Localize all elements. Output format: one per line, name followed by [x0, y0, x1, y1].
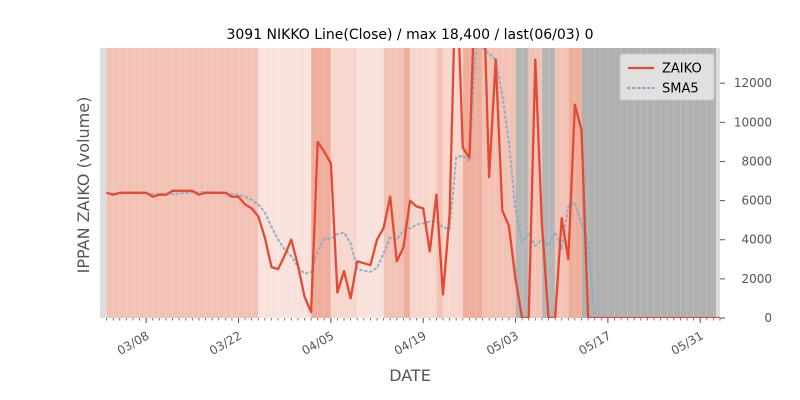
legend-label-zaiko: ZAIKO: [662, 62, 702, 77]
band-9: [436, 48, 443, 318]
band-15: [541, 48, 556, 318]
band-13: [515, 48, 529, 318]
band-8: [410, 48, 437, 318]
band-3: [311, 48, 331, 318]
y-axis: 0 2000 4000 6000 8000 10000 12000: [720, 76, 772, 325]
band-5: [357, 48, 384, 318]
y-tick-label: 0: [764, 311, 772, 325]
band-16: [555, 48, 569, 318]
y-tick-label: 8000: [741, 154, 772, 168]
y-axis-label: IPPAN ZAIKO (volume): [74, 97, 93, 274]
x-axis-label: DATE: [389, 366, 431, 385]
background-bands: [99, 48, 721, 318]
x-tick-label: 05/03: [484, 328, 521, 357]
x-tick-label: 03/08: [115, 328, 152, 357]
band-1: [106, 48, 259, 318]
y-tick-label: 2000: [741, 272, 772, 286]
chart-title: 3091 NIKKO Line(Close) / max 18,400 / la…: [226, 27, 593, 43]
x-tick-label: 04/05: [299, 328, 336, 357]
x-tick-label: 05/31: [669, 328, 706, 357]
band-11: [462, 48, 483, 318]
y-tick-label: 10000: [734, 115, 772, 129]
legend: ZAIKO SMA5: [619, 53, 715, 101]
legend-label-sma5: SMA5: [662, 82, 699, 97]
right-edge-strip: [716, 48, 720, 318]
x-tick-label: 04/19: [392, 328, 429, 357]
band-0: [100, 48, 107, 318]
y-tick-label: 12000: [734, 76, 772, 90]
series-layer: [105, 48, 720, 318]
x-axis: 03/08 03/22 04/05 04/19 05/03 05/17 05/31: [106, 318, 721, 358]
x-tick-label: 05/17: [576, 328, 613, 357]
series-line-zaiko: [106, 48, 720, 318]
band-6: [383, 48, 404, 318]
x-tick-label: 03/22: [207, 328, 244, 357]
band-7: [403, 48, 410, 318]
band-12: [482, 48, 516, 318]
y-tick-label: 4000: [741, 233, 772, 247]
y-tick-label: 6000: [741, 194, 772, 208]
